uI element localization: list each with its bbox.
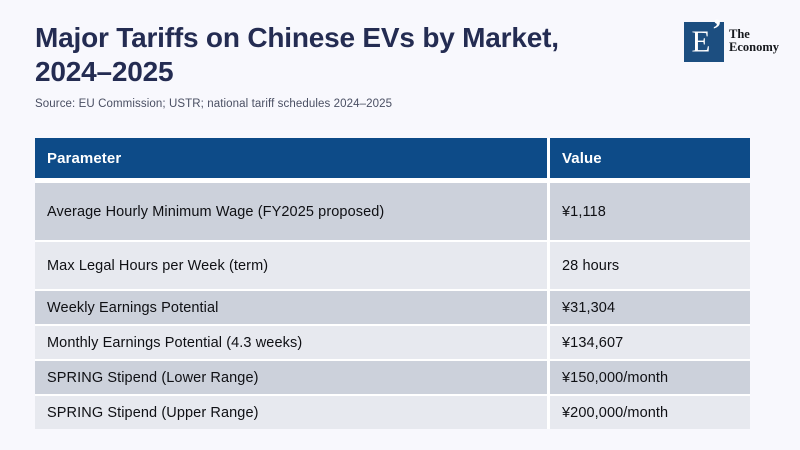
- page-title-line2: 2024–2025: [35, 56, 174, 87]
- table-body: Average Hourly Minimum Wage (FY2025 prop…: [35, 183, 750, 429]
- parameter-cell: Monthly Earnings Potential (4.3 weeks): [35, 326, 547, 359]
- parameter-cell: SPRING Stipend (Lower Range): [35, 361, 547, 394]
- table-row: SPRING Stipend (Upper Range) ¥200,000/mon…: [35, 396, 750, 429]
- table-row: SPRING Stipend (Lower Range) ¥150,000/mon…: [35, 361, 750, 394]
- table-row: Average Hourly Minimum Wage (FY2025 prop…: [35, 183, 750, 240]
- parameter-cell: Average Hourly Minimum Wage (FY2025 prop…: [35, 183, 547, 240]
- table-row: Weekly Earnings Potential ¥31,304: [35, 291, 750, 324]
- data-table: Parameter Value Average Hourly Minimum W…: [35, 138, 750, 429]
- logo-apostrophe-icon: ’: [712, 13, 722, 46]
- value-cell: ¥31,304: [550, 291, 750, 324]
- logo-wordmark: The Economy: [729, 22, 779, 54]
- logo-wordmark-line2: Economy: [729, 40, 779, 54]
- table-header-row: Parameter Value: [35, 138, 750, 178]
- value-cell: ¥200,000/month: [550, 396, 750, 429]
- logo-wordmark-line1: The: [729, 27, 750, 41]
- value-cell: ¥1,118: [550, 183, 750, 240]
- parameter-cell: SPRING Stipend (Upper Range): [35, 396, 547, 429]
- table-row: Max Legal Hours per Week (term) 28 hours: [35, 242, 750, 289]
- source-note: Source: EU Commission; USTR; national ta…: [35, 98, 393, 110]
- column-header-parameter: Parameter: [35, 138, 547, 178]
- page-title: Major Tariffs on Chinese EVs by Market, 2…: [35, 21, 559, 89]
- value-cell: ¥134,607: [550, 326, 750, 359]
- brand-logo: E ’ The Economy: [684, 15, 779, 62]
- parameter-cell: Max Legal Hours per Week (term): [35, 242, 547, 289]
- logo-letter: E: [691, 23, 711, 59]
- column-header-value: Value: [550, 138, 750, 178]
- parameter-cell: Weekly Earnings Potential: [35, 291, 547, 324]
- value-cell: 28 hours: [550, 242, 750, 289]
- page-title-line1: Major Tariffs on Chinese EVs by Market,: [35, 22, 559, 53]
- table-row: Monthly Earnings Potential (4.3 weeks) ¥1…: [35, 326, 750, 359]
- logo-monogram-icon: E ’: [684, 15, 724, 62]
- value-cell: ¥150,000/month: [550, 361, 750, 394]
